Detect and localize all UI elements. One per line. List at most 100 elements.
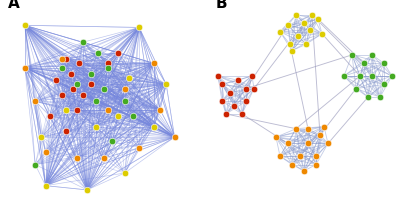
Point <box>305 142 311 145</box>
Point <box>377 95 383 99</box>
Point <box>63 57 70 61</box>
Point <box>105 108 111 111</box>
Point <box>223 112 229 116</box>
Point <box>277 30 283 33</box>
Point <box>122 87 128 90</box>
Point <box>88 72 94 76</box>
Point <box>122 100 128 103</box>
Point <box>88 83 94 86</box>
Point <box>74 157 80 160</box>
Point <box>319 32 325 35</box>
Point <box>74 83 80 86</box>
Point <box>32 163 38 166</box>
Point <box>317 133 323 137</box>
Point <box>301 169 307 173</box>
Point <box>235 78 241 82</box>
Point <box>101 87 107 90</box>
Point <box>321 125 327 128</box>
Point <box>92 100 99 103</box>
Point <box>273 135 279 139</box>
Point <box>122 171 128 175</box>
Point <box>369 53 375 57</box>
Point <box>325 142 331 145</box>
Point <box>239 112 245 116</box>
Point <box>163 83 170 86</box>
Point <box>365 95 371 99</box>
Point <box>289 163 295 166</box>
Point <box>46 114 53 118</box>
Point <box>53 78 59 82</box>
Point <box>109 140 115 143</box>
Point <box>249 74 255 78</box>
Point <box>313 154 319 158</box>
Point <box>293 13 299 16</box>
Point <box>115 51 122 54</box>
Point <box>76 62 82 65</box>
Point <box>353 87 359 90</box>
Point <box>369 74 375 78</box>
Point <box>80 41 86 44</box>
Point <box>341 74 347 78</box>
Point <box>289 49 295 52</box>
Point <box>381 62 387 65</box>
Point <box>59 93 66 97</box>
Point <box>22 66 28 69</box>
Point <box>227 91 233 95</box>
Point <box>277 154 283 158</box>
Point <box>215 74 221 78</box>
Point <box>361 62 367 65</box>
Point <box>243 87 249 90</box>
Point <box>349 53 355 57</box>
Point <box>70 87 76 90</box>
Point <box>59 57 66 61</box>
Point <box>309 13 315 16</box>
Point <box>101 157 107 160</box>
Point <box>38 135 45 139</box>
Point <box>231 104 237 107</box>
Point <box>357 74 363 78</box>
Point <box>303 43 309 46</box>
Point <box>389 74 395 78</box>
Point <box>67 72 74 76</box>
Point <box>94 51 101 54</box>
Point <box>315 17 321 21</box>
Point <box>74 108 80 111</box>
Point <box>251 87 257 90</box>
Point <box>105 62 111 65</box>
Point <box>157 108 163 111</box>
Point <box>295 34 301 38</box>
Point <box>307 28 313 31</box>
Point <box>136 146 142 149</box>
Point <box>297 154 303 158</box>
Point <box>130 114 136 118</box>
Point <box>63 129 70 133</box>
Point <box>115 114 122 118</box>
Point <box>126 76 132 80</box>
Point <box>63 108 70 111</box>
Point <box>219 100 225 103</box>
Point <box>301 22 307 25</box>
Point <box>285 142 291 145</box>
Point <box>287 43 293 46</box>
Point <box>136 26 142 29</box>
Point <box>80 93 86 97</box>
Text: B: B <box>216 0 228 11</box>
Point <box>219 83 225 86</box>
Point <box>32 100 38 103</box>
Point <box>105 66 111 69</box>
Text: A: A <box>8 0 20 11</box>
Point <box>84 188 90 192</box>
Point <box>150 125 157 128</box>
Point <box>171 135 178 139</box>
Point <box>313 163 319 166</box>
Point <box>381 83 387 86</box>
Point <box>285 24 291 27</box>
Point <box>42 150 49 154</box>
Point <box>293 127 299 130</box>
Point <box>42 184 49 187</box>
Point <box>92 125 99 128</box>
Point <box>22 24 28 27</box>
Point <box>305 127 311 130</box>
Point <box>150 62 157 65</box>
Point <box>243 100 249 103</box>
